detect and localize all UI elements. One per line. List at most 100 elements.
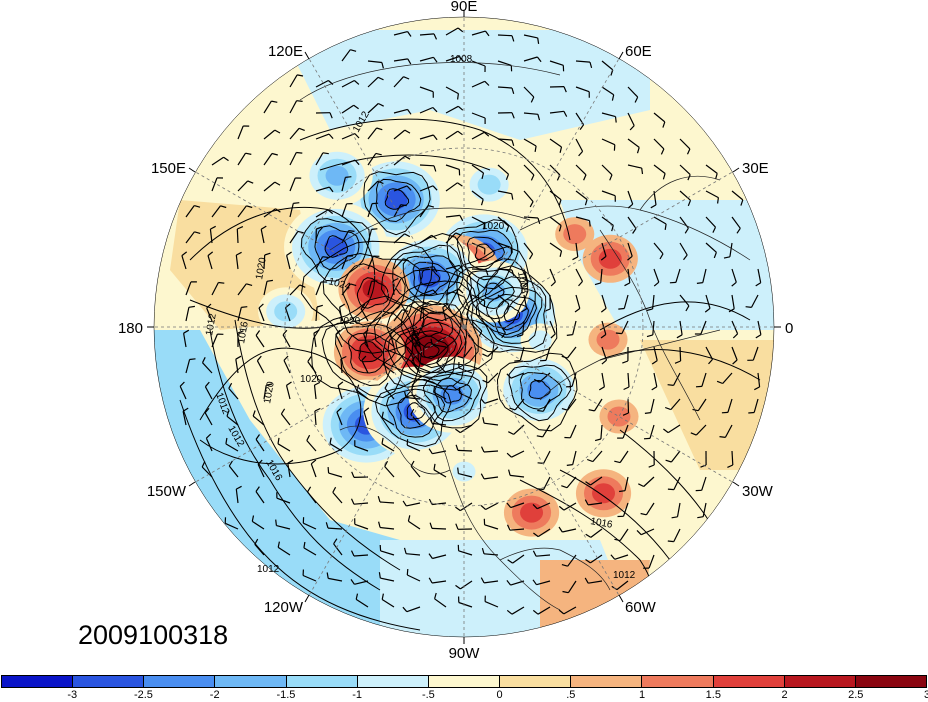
wind-barb	[289, 203, 294, 218]
wind-barb	[484, 580, 499, 584]
wind-barb-feather	[275, 208, 281, 213]
wind-barb	[333, 543, 343, 556]
wind-barb	[601, 190, 616, 197]
wind-barb	[379, 501, 395, 504]
wind-barb-feather	[558, 199, 562, 206]
wind-barb	[303, 522, 317, 530]
wind-barb-feather	[594, 438, 602, 442]
wind-barb-feather	[378, 521, 381, 528]
isobar	[321, 310, 414, 399]
isobar	[322, 252, 422, 341]
wind-barb	[722, 372, 733, 384]
wind-barb-feather	[194, 231, 201, 234]
wind-barb	[257, 464, 265, 478]
isobar	[392, 244, 464, 315]
wind-barb-feather	[664, 223, 667, 230]
wind-barb-feather	[715, 173, 718, 180]
wind-barb-feather	[485, 30, 490, 37]
wind-barb-feather	[236, 251, 242, 256]
wind-barb	[701, 372, 707, 387]
wind-barb	[702, 268, 707, 283]
wind-barb-feather	[457, 93, 459, 100]
wind-barb	[255, 335, 265, 348]
wind-barb-feather	[274, 129, 281, 134]
wind-barb-feather	[583, 174, 587, 181]
wind-barb-feather	[483, 131, 490, 137]
wind-barb-feather	[614, 460, 621, 464]
wind-barb-feather	[458, 56, 464, 62]
wind-barb	[408, 520, 421, 530]
wind-barb-feather	[433, 165, 437, 172]
colorbar	[1, 675, 927, 688]
wind-barb	[431, 527, 447, 530]
wind-barb	[211, 205, 221, 218]
wind-barb	[679, 190, 691, 201]
wind-barb-feather	[685, 305, 690, 312]
wind-barb	[542, 398, 551, 412]
wind-barb	[367, 153, 377, 166]
wind-barb	[509, 528, 525, 531]
wind-barb	[336, 411, 343, 426]
isobar	[299, 118, 571, 241]
wind-barb-feather	[350, 579, 355, 585]
isobar	[358, 340, 383, 363]
wind-barb	[471, 216, 485, 224]
wind-barb	[380, 577, 395, 582]
anomaly-cell	[477, 174, 501, 195]
wind-barb	[263, 254, 266, 270]
wind-barb-feather	[361, 355, 367, 361]
wind-barb-feather	[258, 303, 264, 309]
wind-barb-feather	[598, 386, 605, 391]
wind-barb-feather	[350, 498, 355, 505]
wind-barb-feather	[264, 252, 271, 256]
wind-barb	[211, 156, 224, 166]
wind-barb-feather	[713, 252, 717, 259]
contour-label: 1020	[482, 221, 505, 232]
wind-barb	[601, 216, 614, 226]
wind-barb-feather	[252, 410, 256, 417]
wind-barb	[497, 60, 512, 66]
wind-barb	[181, 255, 187, 270]
wind-barb	[510, 502, 525, 509]
wind-barb	[614, 554, 629, 560]
wind-barb	[471, 80, 486, 88]
wind-barb	[329, 443, 343, 452]
wind-barb-feather	[266, 279, 273, 282]
wind-barb	[289, 152, 297, 166]
wind-barb-feather	[354, 133, 360, 139]
wind-barb	[537, 606, 551, 615]
wind-barb	[705, 346, 714, 360]
wind-barb	[627, 216, 637, 229]
coastlines	[299, 62, 751, 611]
wind-barb	[328, 577, 343, 582]
wind-barb	[510, 474, 525, 478]
wind-barb-feather	[687, 174, 691, 181]
wind-barb-feather	[501, 332, 506, 339]
wind-barb-feather	[508, 431, 514, 435]
wind-barb-feather	[256, 355, 262, 362]
wind-barb-feather	[225, 437, 228, 445]
wind-barb-feather	[384, 460, 389, 467]
wind-barb-feather	[327, 467, 330, 474]
wind-barb-feather	[683, 254, 688, 261]
wind-barb-feather	[611, 225, 614, 232]
colorbar-tick-label: 3	[923, 689, 928, 701]
wind-barb-feather	[662, 173, 666, 180]
wind-barb-feather	[427, 205, 435, 208]
wind-barb-feather	[550, 333, 556, 339]
wind-barb	[653, 112, 666, 123]
isobar	[300, 218, 371, 282]
wind-barb-feather	[646, 334, 653, 338]
wind-barb	[471, 320, 483, 332]
wind-barb-feather	[457, 130, 463, 136]
wind-barb-feather	[457, 467, 459, 474]
wind-barb-feather	[687, 200, 692, 207]
wind-barb	[310, 463, 317, 478]
wind-barbs	[179, 27, 762, 615]
wind-barb	[436, 362, 447, 374]
wind-barb	[339, 307, 343, 322]
wind-barb	[523, 268, 529, 283]
wind-barb	[384, 387, 395, 400]
wind-barb-feather	[559, 250, 563, 257]
wind-barb	[285, 385, 291, 400]
